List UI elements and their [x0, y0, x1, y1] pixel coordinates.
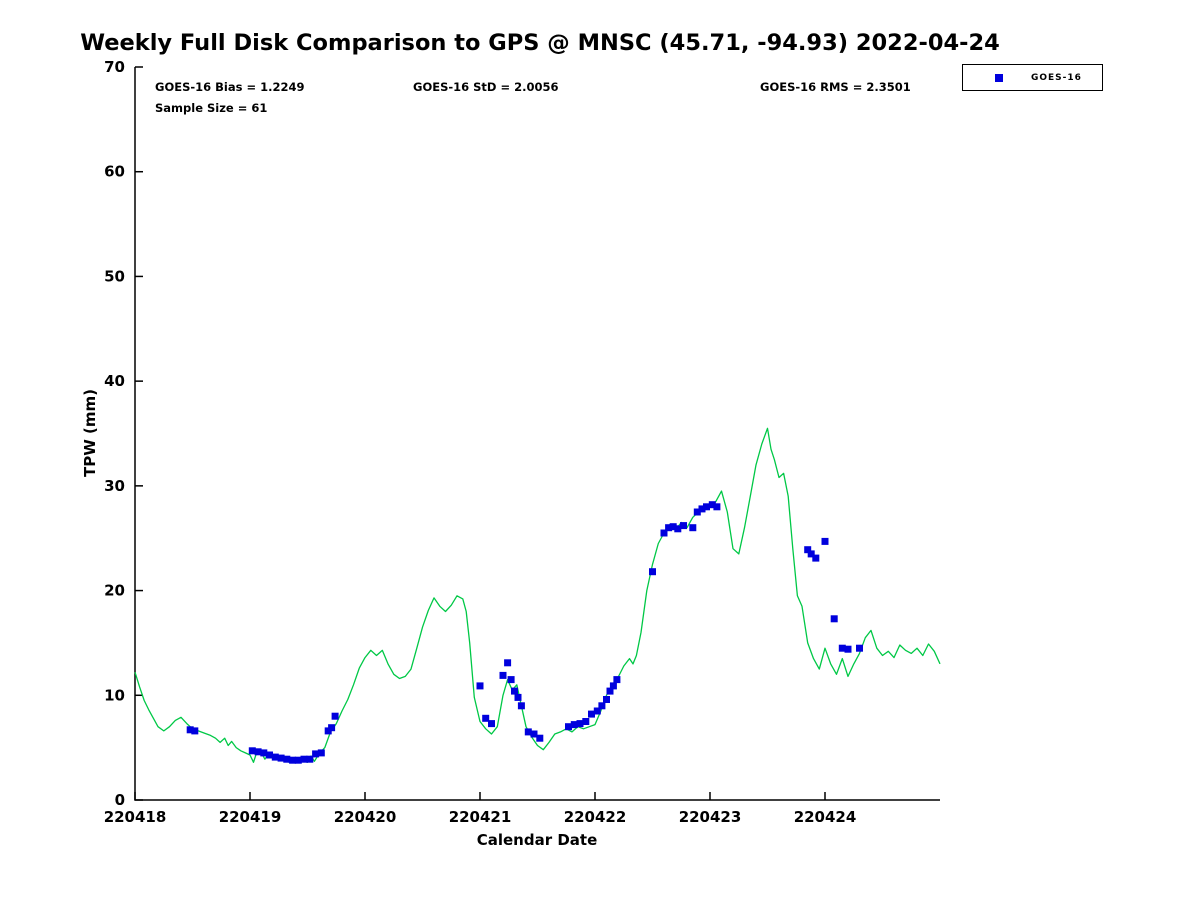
legend-entry-label: GOES-16 [1031, 72, 1082, 83]
goes16-marker [588, 710, 595, 718]
y-tick-label: 40 [104, 372, 125, 390]
goes16-marker [649, 568, 656, 576]
stat-rms: GOES-16 RMS = 2.3501 [760, 80, 911, 94]
goes16-marker [488, 720, 495, 728]
goes16-marker [536, 734, 544, 742]
gps-line [134, 427, 941, 763]
goes16-marker [674, 525, 682, 533]
goes16-marker [306, 755, 314, 763]
goes16-marker [331, 712, 339, 720]
y-tick-label: 30 [104, 477, 125, 495]
x-tick-label: 220420 [334, 808, 397, 826]
goes16-marker [248, 747, 256, 755]
goes16-marker [504, 659, 512, 667]
y-tick-label: 60 [104, 163, 125, 181]
goes16-marker [317, 749, 325, 757]
goes16-marker [565, 723, 572, 731]
goes16-marker [289, 756, 297, 764]
goes16-marker [476, 682, 484, 690]
goes16-marker [807, 550, 815, 558]
y-axis-label: TPW (mm) [81, 389, 99, 477]
goes16-marker [603, 696, 610, 703]
goes16-marker [294, 756, 302, 764]
y-tick-label: 20 [104, 582, 125, 600]
goes16-marker [598, 702, 606, 710]
goes16-marker [482, 714, 490, 722]
goes16-marker [524, 728, 532, 736]
goes16-marker [680, 522, 687, 530]
goes16-marker [570, 721, 578, 729]
goes16-marker [514, 693, 522, 701]
goes16-marker [271, 753, 279, 761]
goes16-marker [254, 748, 262, 756]
x-tick-label: 220423 [679, 808, 742, 826]
goes16-marker [830, 615, 838, 623]
goes16-marker [693, 508, 701, 516]
goes16-marker [186, 726, 194, 734]
goes16-marker [277, 754, 285, 762]
goes16-marker [698, 505, 706, 513]
goes16-marker [517, 702, 525, 710]
goes16-marker [812, 554, 820, 562]
goes16-marker [804, 546, 812, 554]
axes [134, 67, 940, 801]
goes16-marker [689, 524, 697, 532]
goes16-marker [260, 749, 268, 757]
goes16-marker [511, 687, 518, 695]
stat-std: GOES-16 StD = 2.0056 [413, 80, 559, 94]
y-tick-label: 0 [115, 791, 125, 809]
x-tick-label: 220418 [104, 808, 167, 826]
legend-box: GOES-16 [962, 64, 1103, 91]
x-tick-label: 220422 [564, 808, 627, 826]
goes16-marker [576, 720, 584, 728]
x-tick-label: 220421 [449, 808, 512, 826]
goes16-marker [713, 503, 721, 511]
goes16-marker [300, 755, 308, 763]
goes16-marker [593, 707, 601, 715]
goes16-marker [665, 524, 673, 532]
goes16-marker [821, 537, 829, 545]
legend-square-marker-icon [995, 73, 1003, 82]
stat-bias: GOES-16 Bias = 1.2249 [155, 80, 305, 94]
goes16-marker [507, 676, 515, 684]
goes16-marker [606, 687, 614, 695]
y-tick-label: 10 [104, 686, 125, 704]
chart-title: Weekly Full Disk Comparison to GPS @ MNS… [80, 30, 1000, 56]
goes16-marker [266, 751, 273, 759]
y-tick-label: 50 [104, 267, 125, 285]
goes16-marker [669, 523, 677, 531]
goes16-marker [530, 730, 538, 738]
goes16-marker [191, 727, 199, 735]
goes16-marker [838, 644, 846, 652]
goes16-marker [609, 682, 617, 690]
goes16-marker [312, 750, 320, 758]
goes16-marker [283, 755, 291, 763]
goes16-marker [660, 529, 668, 537]
goes16-marker [708, 501, 716, 509]
goes16-marker [499, 671, 507, 679]
goes16-marker [844, 645, 852, 653]
x-axis-label: Calendar Date [476, 831, 598, 849]
y-tick-label: 70 [104, 58, 125, 76]
goes16-marker [856, 644, 863, 652]
goes16-marker [613, 676, 621, 684]
stat-sample-size: Sample Size = 61 [155, 101, 268, 115]
x-tick-label: 220424 [794, 808, 857, 826]
goes16-marker [582, 718, 590, 725]
goes16-marker [328, 724, 336, 732]
x-tick-label: 220419 [219, 808, 282, 826]
goes16-marker [703, 503, 710, 511]
